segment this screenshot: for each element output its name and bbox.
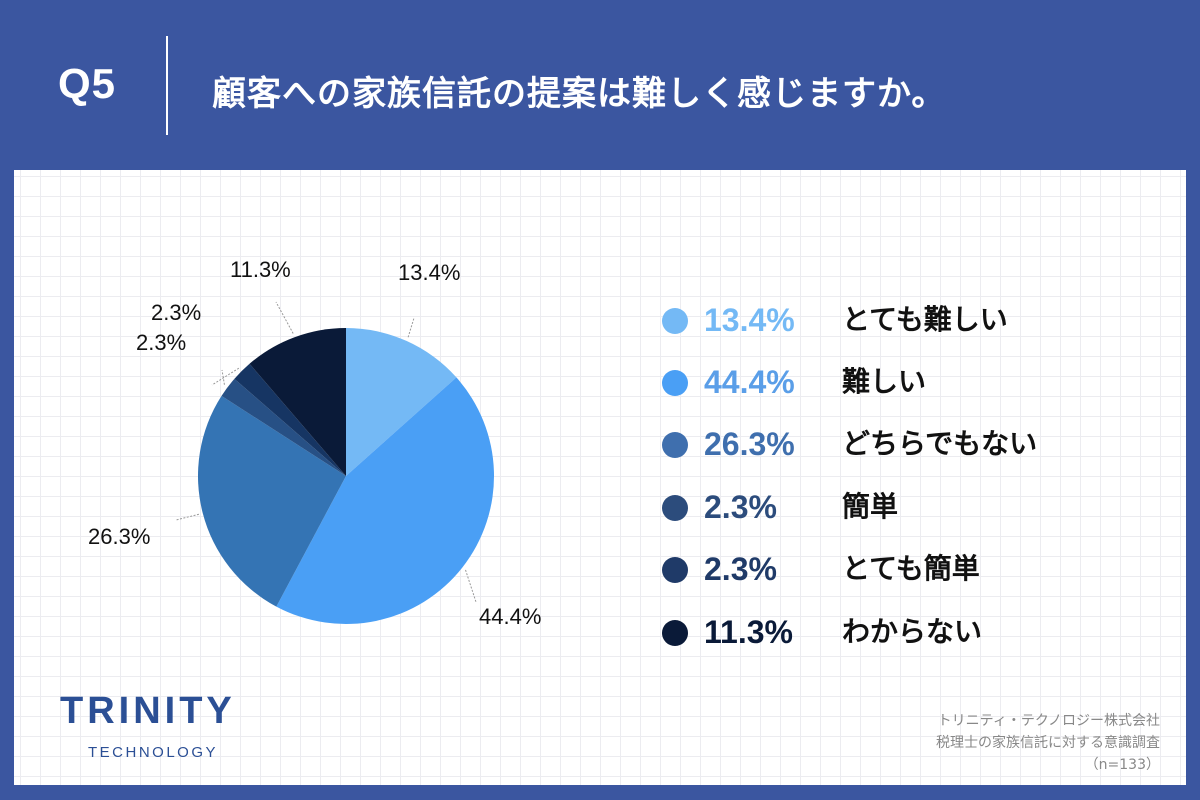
header-divider — [166, 36, 168, 135]
legend-dot-icon — [662, 557, 688, 583]
pie-label-very-difficult: 13.4% — [398, 260, 461, 285]
question-title: 顧客への家族信託の提案は難しく感じますか。 — [212, 74, 947, 114]
legend-item: 44.4% 難しい — [662, 362, 1082, 402]
legend-dot-icon — [662, 495, 688, 521]
chart-card: 13.4% 44.4% 26.3% 2.3% 2.3% 11.3% 13.4% … — [14, 170, 1186, 785]
leader-line — [407, 317, 415, 338]
pie-label-unknown: 11.3% — [230, 257, 291, 282]
legend-label: 難しい — [842, 365, 927, 398]
legend-percent: 26.3% — [704, 426, 795, 462]
pie-slice-unknown — [249, 328, 346, 476]
pie-label-neutral: 26.3% — [88, 524, 151, 549]
pie-label-very-easy: 2.3% — [136, 330, 187, 355]
question-number: Q5 — [58, 60, 117, 107]
leader-line — [221, 369, 225, 385]
legend-dot-icon — [662, 370, 688, 396]
leader-line — [465, 569, 477, 603]
source-company: トリニティ・テクノロジー株式会社 — [937, 713, 1160, 729]
legend-label: どちらでもない — [842, 427, 1038, 460]
legend-percent: 2.3% — [704, 489, 777, 525]
legend-item: 2.3% 簡単 — [662, 487, 1082, 527]
pie-label-difficult: 44.4% — [479, 604, 542, 629]
legend-label: とても難しい — [842, 303, 1008, 336]
source-note: トリニティ・テクノロジー株式会社 税理士の家族信託に対する意識調査 （n=133… — [936, 710, 1160, 776]
legend-percent: 2.3% — [704, 551, 777, 587]
legend-item: 11.3% わからない — [662, 612, 1082, 652]
leader-line — [275, 301, 294, 334]
legend-item: 13.4% とても難しい — [662, 300, 1082, 340]
pie-chart — [175, 301, 495, 624]
source-survey: 税理士の家族信託に対する意識調査 — [936, 735, 1160, 751]
pie-slice-easy — [221, 378, 346, 476]
legend-label: とても簡単 — [842, 552, 980, 585]
pie-label-easy: 2.3% — [151, 300, 202, 325]
legend-dot-icon — [662, 432, 688, 458]
legend-percent: 11.3% — [704, 614, 793, 650]
legend-item: 2.3% とても簡単 — [662, 549, 1082, 589]
header: Q5 顧客への家族信託の提案は難しく感じますか。 — [0, 0, 1200, 170]
legend-dot-icon — [662, 620, 688, 646]
logo-wordmark: TRINITY — [60, 690, 236, 732]
logo-subtitle: TECHNOLOGY — [88, 744, 219, 761]
legend-percent: 44.4% — [704, 364, 795, 400]
legend-percent: 13.4% — [704, 302, 795, 338]
leader-lines — [175, 301, 477, 603]
legend-item: 26.3% どちらでもない — [662, 424, 1082, 464]
legend-label: 簡単 — [842, 490, 899, 523]
leader-line — [211, 367, 240, 386]
legend-dot-icon — [662, 308, 688, 334]
leader-line — [175, 513, 200, 521]
pie-slice-neutral — [198, 395, 346, 607]
pie-slice-very-easy — [234, 363, 346, 476]
pie-slice-difficult — [276, 377, 495, 624]
pie-slice-very-difficult — [346, 328, 457, 476]
source-sample-size: （n=133） — [1084, 757, 1160, 773]
pie-slices — [198, 328, 495, 624]
legend-label: わからない — [842, 615, 983, 648]
